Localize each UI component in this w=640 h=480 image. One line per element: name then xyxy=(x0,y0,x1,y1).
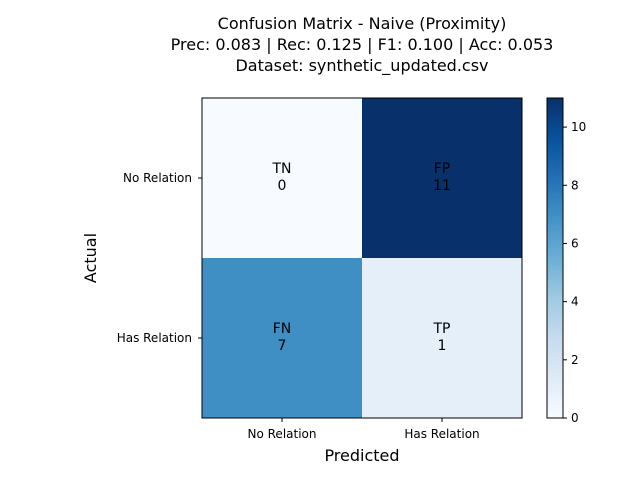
cell-value: 1 xyxy=(438,338,447,354)
plot-frame xyxy=(201,97,523,419)
x-tick-label: Has Relation xyxy=(404,427,479,441)
colorbar-tick-label: 4 xyxy=(571,295,579,309)
y-tick-label: No Relation xyxy=(123,171,192,185)
cell-label: TP xyxy=(433,321,451,337)
cell-value: 0 xyxy=(278,178,287,194)
x-axis-label: Predicted xyxy=(324,446,399,465)
heatmap-cell xyxy=(362,98,522,258)
x-axis: No Relation Has Relation xyxy=(248,418,480,441)
cell-value: 11 xyxy=(433,178,451,194)
cell-label: FN xyxy=(273,321,292,337)
y-axis-label: Actual xyxy=(81,233,100,283)
colorbar-gradient xyxy=(546,97,564,419)
heatmap-cell xyxy=(202,98,362,258)
cell-value: 7 xyxy=(278,338,287,354)
colorbar-tick-label: 8 xyxy=(571,178,579,192)
title-line-1: Confusion Matrix - Naive (Proximity) xyxy=(218,14,507,33)
title-line-2: Prec: 0.083 | Rec: 0.125 | F1: 0.100 | A… xyxy=(171,35,554,54)
heatmap-cell xyxy=(362,258,522,418)
heatmap-cell xyxy=(202,258,362,418)
y-tick-label: Has Relation xyxy=(117,331,192,345)
colorbar-tick-label: 10 xyxy=(571,120,586,134)
cell-label: TN xyxy=(271,161,291,177)
x-tick-label: No Relation xyxy=(248,427,317,441)
colorbar: 0 2 4 6 8 10 xyxy=(546,97,586,425)
y-axis: No Relation Has Relation xyxy=(117,171,202,345)
cell-label: FP xyxy=(434,161,451,177)
colorbar-tick-label: 6 xyxy=(571,236,579,250)
title-line-3: Dataset: synthetic_updated.csv xyxy=(235,56,488,76)
chart-title: Confusion Matrix - Naive (Proximity) Pre… xyxy=(171,14,554,76)
colorbar-tick-label: 2 xyxy=(571,353,579,367)
colorbar-tick-label: 0 xyxy=(571,411,579,425)
